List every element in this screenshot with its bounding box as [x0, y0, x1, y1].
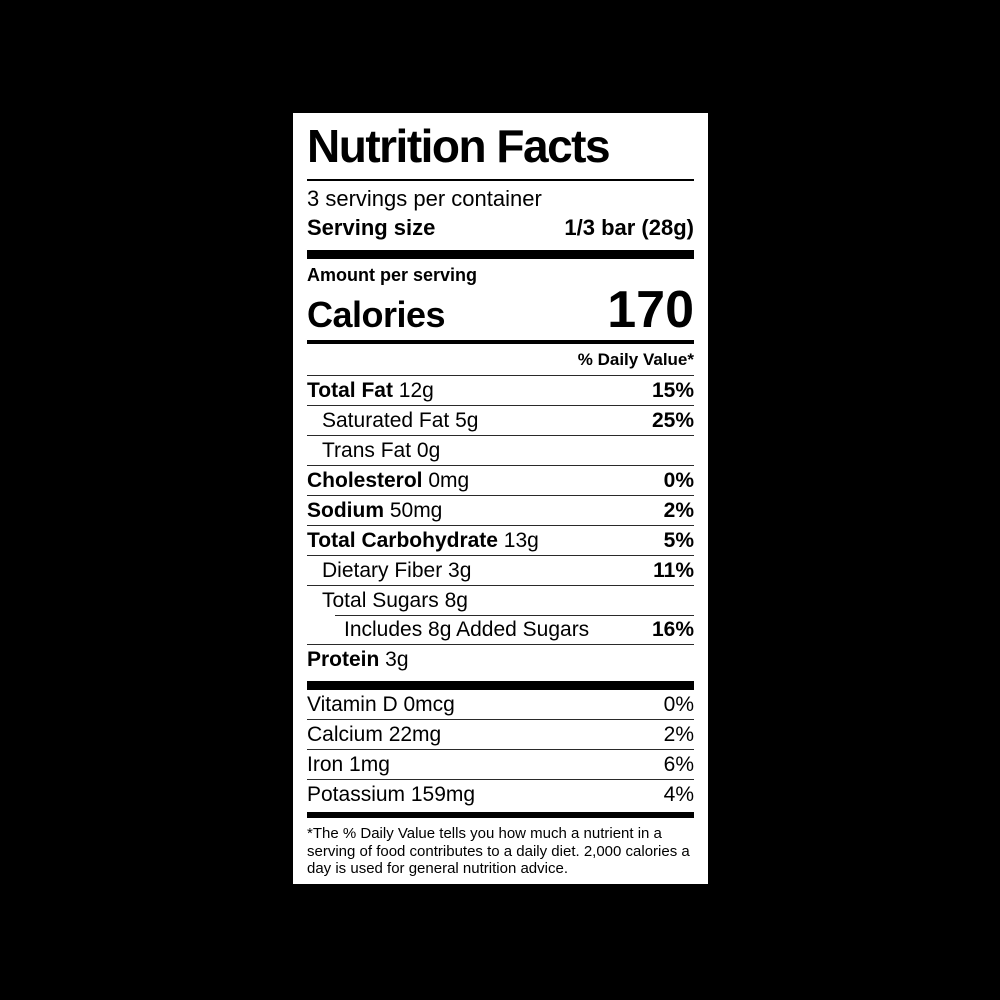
nutrient-row: Trans Fat 0g — [307, 435, 694, 465]
nutrient-name-amount: Dietary Fiber 3g — [322, 559, 472, 582]
daily-value-percent: 2% — [663, 499, 694, 522]
nutrient-row: Includes 8g Added Sugars 16% — [307, 615, 694, 644]
daily-value-percent: 11% — [653, 559, 694, 582]
amount-per-serving: Amount per serving — [307, 265, 478, 285]
daily-value-percent: 0% — [663, 469, 694, 492]
section-divider-thick — [307, 250, 694, 259]
daily-value-percent: 2% — [663, 723, 694, 746]
serving-size-label: Serving size — [307, 215, 436, 240]
nutrient-name-amount: Calcium 22mg — [307, 723, 442, 746]
micronutrient-row: Iron 1mg 6% — [307, 749, 694, 779]
nutrient-row: Protein 3g — [307, 644, 694, 674]
calories-row: Calories 170 — [307, 281, 694, 339]
serving-size-value: 1/3 bar (28g) — [564, 215, 694, 240]
daily-value-header: % Daily Value* — [577, 350, 694, 369]
servings-per-container: 3 servings per container — [307, 186, 542, 211]
nutrient-name-amount: Total Carbohydrate 13g — [307, 529, 539, 552]
title-divider — [307, 179, 694, 181]
nutrient-row: Dietary Fiber 3g 11% — [307, 555, 694, 585]
nutrient-name-amount: Iron 1mg — [307, 753, 390, 776]
daily-value-percent: 0% — [663, 693, 694, 716]
nutrient-name-amount: Potassium 159mg — [307, 783, 476, 806]
daily-value-percent: 16% — [651, 618, 694, 641]
protein-divider-thick — [307, 681, 694, 690]
nutrient-name-amount: Cholesterol 0mg — [307, 469, 470, 492]
nutrient-name-amount: Total Fat 12g — [307, 379, 434, 402]
micronutrient-row: Vitamin D 0mcg 0% — [307, 690, 694, 719]
nutrient-name-amount: Sodium 50mg — [307, 499, 443, 522]
calories-value: 170 — [607, 281, 694, 339]
nutrient-name-amount: Vitamin D 0mcg — [307, 693, 455, 716]
nutrient-row: Cholesterol 0mg 0% — [307, 465, 694, 495]
daily-value-percent: 4% — [663, 783, 694, 806]
daily-value-percent: 5% — [663, 529, 694, 552]
daily-value-percent: 15% — [651, 379, 694, 402]
calories-label: Calories — [307, 294, 446, 335]
micronutrient-divider — [307, 812, 694, 818]
label-title: Nutrition Facts — [307, 120, 611, 172]
micronutrient-list: Vitamin D 0mcg 0% Calcium 22mg 2% Iron 1mg 6%… — [307, 690, 694, 809]
daily-value-percent: 25% — [651, 409, 694, 432]
micronutrient-row: Potassium 159mg 4% — [307, 779, 694, 809]
nutrient-list: Total Fat 12g 15% Saturated Fat 5g 25% Trans… — [307, 375, 694, 674]
nutrient-name-amount: Total Sugars 8g — [322, 589, 468, 612]
nutrition-facts-panel: Nutrition Facts 3 servings per container… — [293, 113, 708, 884]
daily-value-percent: 6% — [663, 753, 694, 776]
nutrient-name-amount: Includes 8g Added Sugars — [344, 618, 590, 641]
serving-size-row: Serving size 1/3 bar (28g) — [307, 213, 694, 243]
nutrient-name-amount: Protein 3g — [307, 648, 409, 671]
nutrient-name-amount: Saturated Fat 5g — [322, 409, 479, 432]
micronutrient-row: Calcium 22mg 2% — [307, 719, 694, 749]
nutrient-row: Saturated Fat 5g 25% — [307, 405, 694, 435]
nutrient-name-amount: Trans Fat 0g — [322, 439, 441, 462]
footnote: *The % Daily Value tells you how much a … — [307, 825, 690, 877]
nutrient-row: Total Fat 12g 15% — [307, 375, 694, 405]
nutrient-row: Total Carbohydrate 13g 5% — [307, 525, 694, 555]
calories-divider — [307, 340, 694, 344]
nutrient-row: Total Sugars 8g — [307, 585, 694, 615]
nutrient-row: Sodium 50mg 2% — [307, 495, 694, 525]
